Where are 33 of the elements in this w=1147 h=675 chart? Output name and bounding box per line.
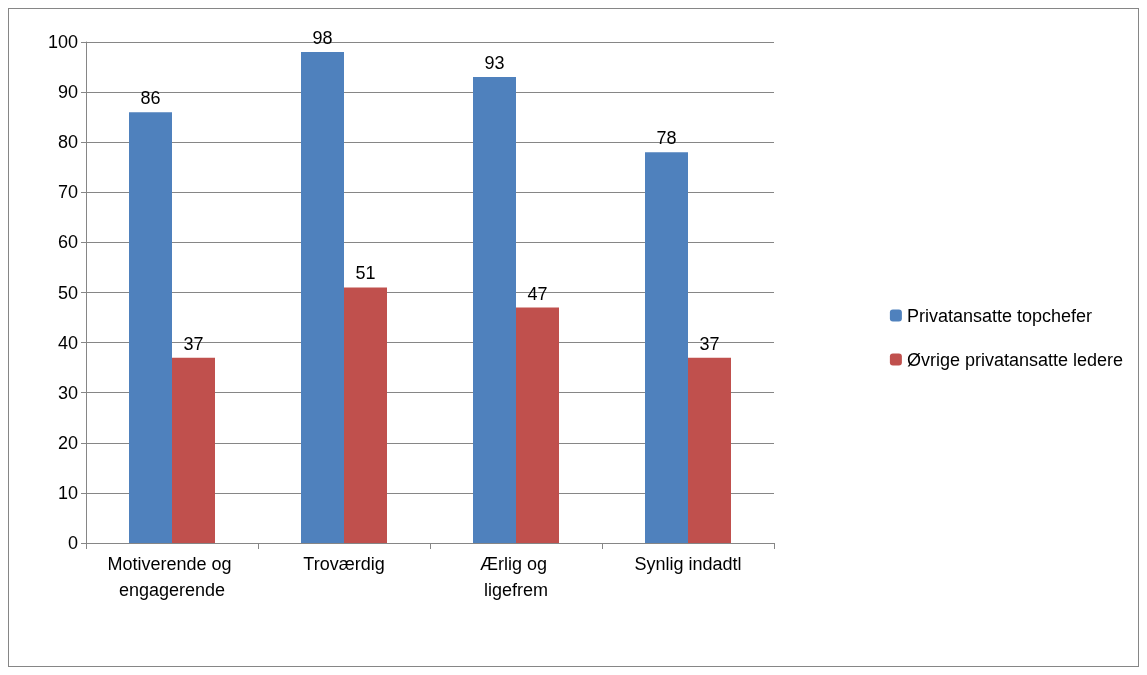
- data-label: 37: [183, 333, 204, 354]
- data-label: 51: [355, 263, 376, 284]
- legend-label: Øvrige privatansatte ledere: [906, 349, 1124, 370]
- bar: [688, 357, 731, 543]
- legend-label: Privatansatte topchefer: [906, 305, 1092, 326]
- y-tick-label: 0: [67, 533, 78, 553]
- data-label: 93: [484, 53, 505, 74]
- bar: [172, 357, 215, 543]
- y-tick-label: 20: [57, 432, 78, 453]
- y-tick-label: 30: [57, 382, 78, 403]
- bar: [129, 112, 172, 543]
- data-label: 37: [699, 333, 720, 354]
- y-tick-label: 90: [57, 82, 78, 103]
- y-tick-label: 80: [57, 132, 78, 153]
- bar: [645, 152, 688, 543]
- y-tick-label: 50: [57, 282, 78, 303]
- bar: [516, 307, 559, 543]
- bar: [344, 287, 387, 543]
- x-tick-label: Synlig indadtl: [634, 554, 742, 574]
- x-tick-label: Troværdig: [303, 554, 385, 574]
- data-label: 47: [527, 283, 548, 304]
- bar: [301, 52, 344, 543]
- x-tick-label: Motiverende og engagerende: [107, 554, 237, 600]
- data-label: 86: [140, 88, 161, 109]
- y-tick-label: 10: [57, 482, 78, 503]
- data-label: 78: [656, 128, 677, 149]
- data-label: 98: [312, 28, 333, 49]
- y-tick-label: 70: [57, 182, 78, 203]
- y-tick-label: 100: [47, 32, 78, 52]
- y-tick-label: 60: [57, 232, 78, 253]
- x-tick-label: Ærlig og ligefrem: [479, 554, 553, 600]
- bar: [473, 77, 516, 543]
- y-tick-label: 40: [57, 332, 78, 353]
